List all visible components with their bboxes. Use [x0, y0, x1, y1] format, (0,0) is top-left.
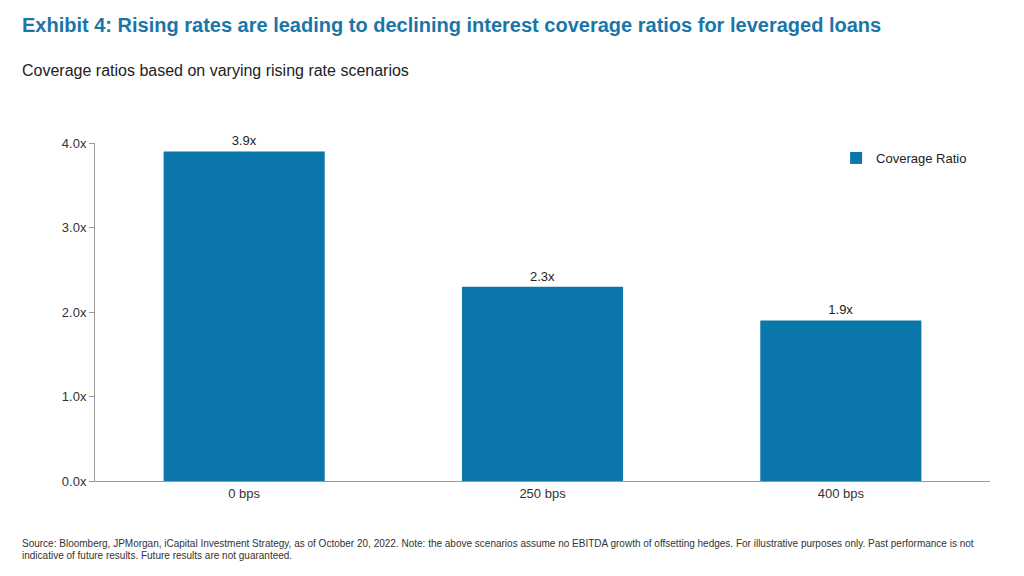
- svg-text:Coverage Ratio: Coverage Ratio: [876, 151, 966, 166]
- svg-text:1.9x: 1.9x: [828, 302, 853, 317]
- svg-text:0.0x: 0.0x: [62, 474, 87, 489]
- svg-text:400 bps: 400 bps: [818, 486, 865, 501]
- svg-text:0 bps: 0 bps: [228, 486, 260, 501]
- html-text:Source: Bloomberg, JPMorgan, i: Source: Bloomberg, JPMorgan, iCapital In…: [22, 538, 974, 561]
- html-text:Exhibit 4: Rising rates are le: Exhibit 4: Rising rates are leading to d…: [22, 14, 882, 36]
- html-text:Coverage ratios based on varyi: Coverage ratios based on varying rising …: [22, 62, 409, 79]
- svg-text:4.0x: 4.0x: [62, 136, 87, 151]
- svg-text:3.9x: 3.9x: [232, 133, 257, 148]
- svg-text:3.0x: 3.0x: [62, 220, 87, 235]
- svg-text:250 bps: 250 bps: [519, 486, 566, 501]
- svg-text:2.0x: 2.0x: [62, 305, 87, 320]
- svg-text:2.3x: 2.3x: [530, 269, 555, 284]
- svg-text:1.0x: 1.0x: [62, 389, 87, 404]
